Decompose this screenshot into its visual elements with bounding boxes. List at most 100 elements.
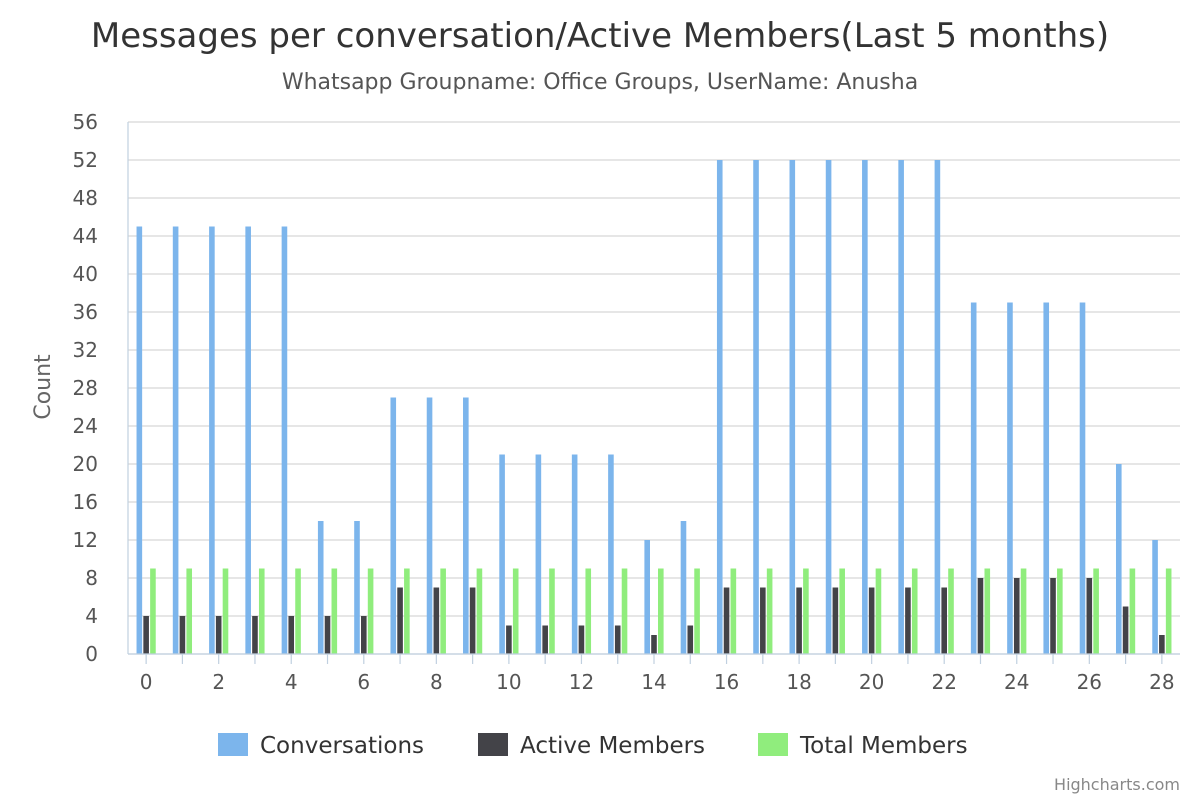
bar-total-members [512, 568, 519, 654]
bar-conversations [390, 397, 397, 654]
bar-total-members [585, 568, 592, 654]
legend-item-total-members[interactable]: Total Members [758, 733, 968, 759]
x-tick-label: 14 [641, 670, 666, 694]
x-tick-label: 2 [212, 670, 225, 694]
legend-label: Total Members [799, 733, 968, 759]
bar-active-members [397, 587, 403, 654]
bar-conversations [1079, 302, 1086, 654]
bar-active-members [796, 587, 802, 654]
bar-total-members [150, 568, 156, 654]
y-tick-label: 32 [73, 338, 98, 362]
bar-conversations [499, 454, 505, 654]
bar-active-members [687, 625, 694, 654]
bar-total-members [186, 568, 193, 654]
bar-active-members [179, 616, 186, 654]
legend-label: Conversations [260, 733, 424, 759]
x-tick-label: 8 [430, 670, 443, 694]
y-tick-label: 56 [73, 110, 98, 134]
bar-conversations [825, 160, 832, 654]
bar-active-members [1159, 635, 1165, 654]
bar-total-members [476, 568, 483, 654]
bar-total-members [1057, 568, 1063, 654]
bar-total-members [766, 568, 773, 654]
y-tick-label: 28 [73, 376, 98, 400]
legend-swatch [218, 733, 248, 756]
y-axis-title: Count [31, 354, 56, 420]
bar-conversations [463, 397, 469, 654]
x-tick-label: 22 [931, 670, 956, 694]
bar-active-members [324, 616, 331, 654]
bar-total-members [1129, 568, 1136, 654]
bar-total-members [984, 568, 991, 654]
bar-total-members [258, 568, 265, 654]
bar-total-members [295, 568, 301, 654]
bar-active-members [1122, 606, 1129, 654]
bar-active-members [288, 616, 295, 654]
bar-conversations [535, 454, 542, 654]
bar-conversations [680, 521, 687, 654]
bar-total-members [331, 568, 338, 654]
x-tick-label: 28 [1149, 670, 1174, 694]
bar-total-members [621, 568, 628, 654]
bar-active-members [905, 587, 911, 654]
bar-conversations [789, 160, 796, 654]
bar-conversations [862, 160, 868, 654]
bar-conversations [281, 226, 288, 654]
x-tick-label: 0 [140, 670, 153, 694]
x-tick-label: 6 [357, 670, 370, 694]
bars [136, 160, 1172, 654]
x-tick-label: 20 [859, 670, 884, 694]
bar-active-members [832, 587, 839, 654]
credits-link[interactable]: Highcharts.com [1054, 775, 1180, 794]
bar-total-members [803, 568, 809, 654]
bar-conversations [934, 160, 941, 654]
x-tick-label: 16 [714, 670, 739, 694]
bar-total-members [658, 568, 664, 654]
bar-active-members [506, 625, 512, 654]
y-tick-label: 52 [73, 148, 98, 172]
y-tick-label: 40 [73, 262, 98, 286]
bar-conversations [245, 226, 251, 654]
bar-total-members [367, 568, 374, 654]
bar-conversations [209, 226, 215, 654]
bar-total-members [911, 568, 918, 654]
bar-active-members [651, 635, 657, 654]
bar-active-members [469, 587, 476, 654]
bar-conversations [317, 521, 324, 654]
bar-active-members [143, 616, 149, 654]
x-tick-label: 10 [496, 670, 521, 694]
bar-conversations [1043, 302, 1050, 654]
bar-conversations [1007, 302, 1013, 654]
bar-conversations [136, 226, 143, 654]
x-tick-label: 18 [786, 670, 811, 694]
bar-conversations [644, 540, 650, 654]
legend-item-conversations[interactable]: Conversations [218, 733, 424, 759]
legend-item-active-members[interactable]: Active Members [478, 733, 705, 759]
x-tick-label: 24 [1004, 670, 1029, 694]
bar-active-members [542, 625, 548, 654]
legend-swatch [478, 733, 508, 756]
y-tick-label: 20 [73, 452, 98, 476]
y-tick-label: 4 [85, 604, 98, 628]
bar-conversations [716, 160, 723, 654]
bar-total-members [404, 568, 410, 654]
y-tick-label: 44 [73, 224, 98, 248]
bar-active-members [360, 616, 367, 654]
bar-active-members [1086, 578, 1093, 654]
bar-conversations [172, 226, 179, 654]
bar-total-members [440, 568, 446, 654]
bar-conversations [1115, 464, 1122, 654]
bar-total-members [875, 568, 882, 654]
bar-active-members [723, 587, 730, 654]
y-tick-label: 8 [85, 566, 98, 590]
bar-conversations [571, 454, 578, 654]
bar-active-members [252, 616, 258, 654]
bar-conversations [354, 521, 360, 654]
bar-total-members [839, 568, 845, 654]
bar-total-members [1020, 568, 1027, 654]
x-tick-label: 4 [285, 670, 298, 694]
bar-total-members [222, 568, 229, 654]
bar-active-members [977, 578, 984, 654]
